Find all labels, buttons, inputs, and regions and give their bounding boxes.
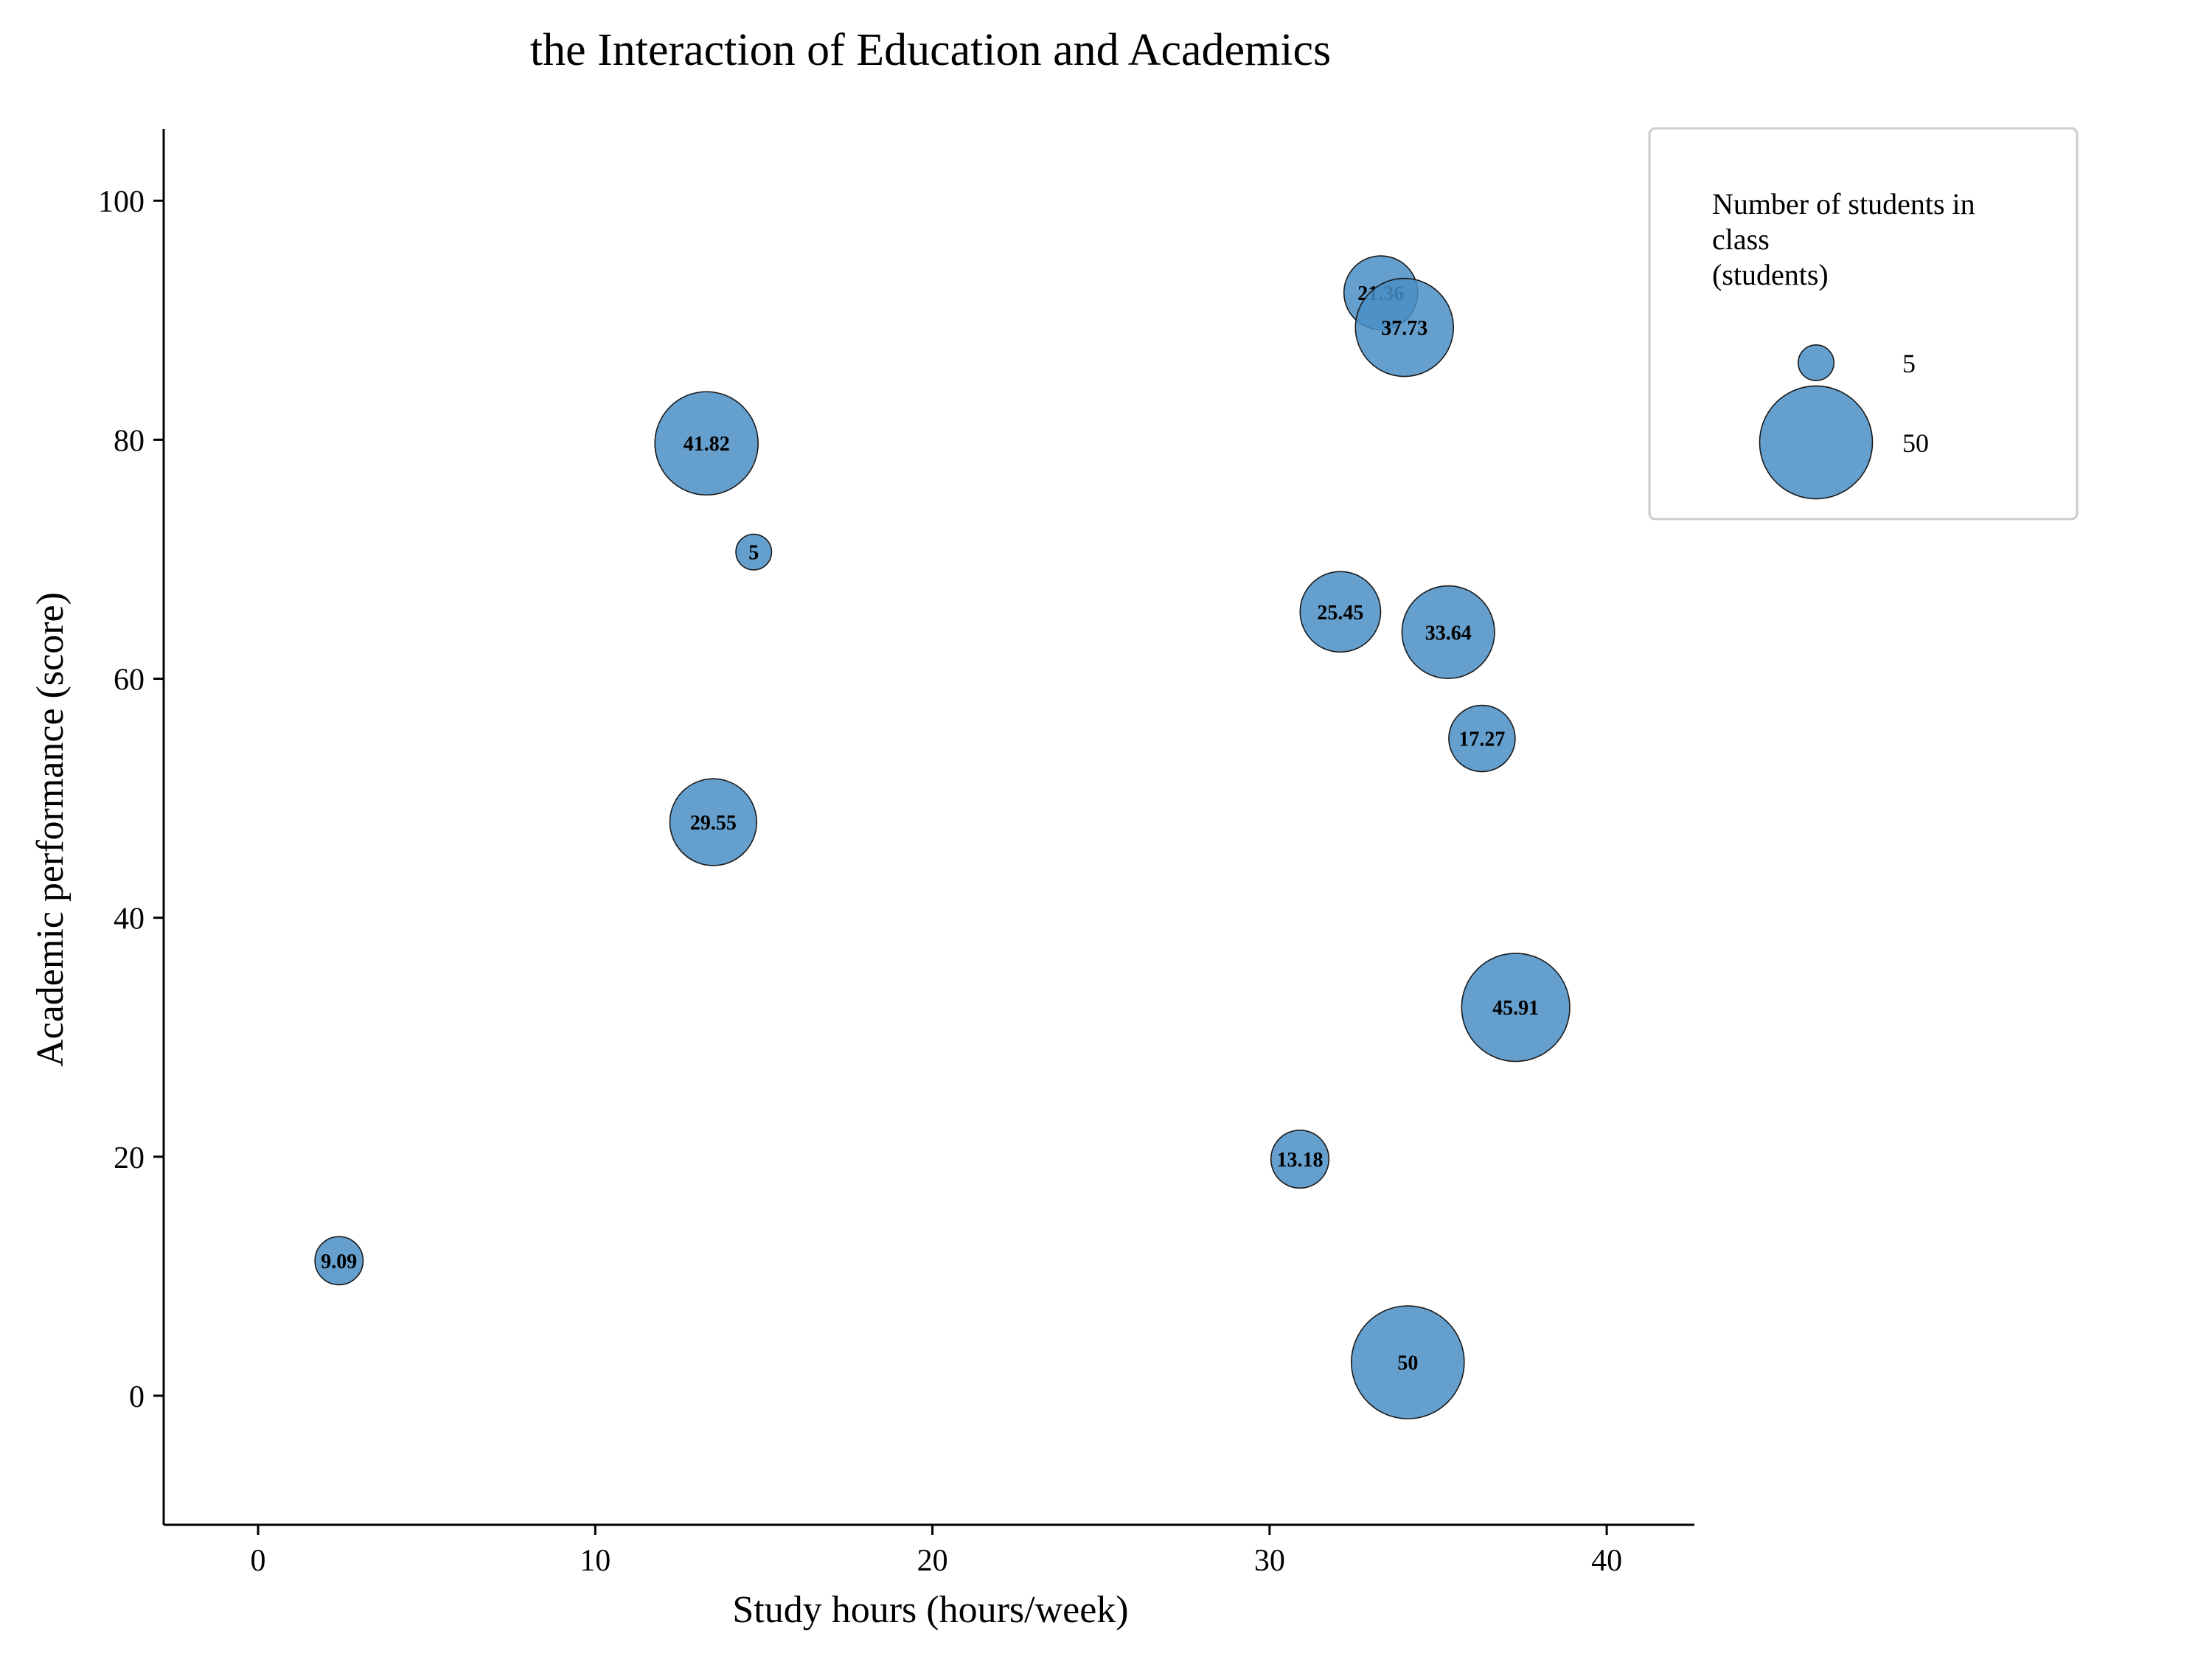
y-tick-label: 20: [114, 1141, 145, 1175]
bubble-point: 41.82: [654, 391, 759, 496]
y-tick-label: 100: [98, 185, 145, 219]
bubble-label: 41.82: [684, 433, 730, 456]
x-tick-label: 0: [251, 1544, 266, 1578]
legend-title: class: [1712, 223, 1770, 256]
x-tick-label: 40: [1591, 1544, 1622, 1578]
bubble-label: 25.45: [1317, 602, 1363, 625]
bubble-marker: [1270, 1129, 1330, 1189]
y-tick-label: 0: [129, 1380, 145, 1414]
bubble-label: 45.91: [1492, 997, 1539, 1020]
bubble-point: 17.27: [1448, 704, 1516, 773]
x-tick-label: 20: [917, 1544, 948, 1578]
y-tick-label: 60: [114, 664, 145, 698]
bubble-marker: [654, 391, 759, 496]
legend-box: [1648, 127, 2079, 521]
bubble-label: 5: [748, 542, 759, 565]
bubble-marker: [669, 778, 757, 866]
legend-marker: [1797, 344, 1835, 382]
legend-title: (students): [1712, 258, 1829, 291]
bubble-point: 13.18: [1270, 1129, 1330, 1189]
bubble-point: 37.73: [1354, 277, 1455, 378]
bubble-marker: [1354, 277, 1455, 378]
x-tick-label: 10: [580, 1544, 611, 1578]
y-axis-label: Academic performance (score): [29, 592, 72, 1067]
bubbles: 21.3637.7341.82525.4533.6417.2729.5545.9…: [314, 255, 1571, 1419]
bubble-marker: [1299, 571, 1382, 653]
bubble-label: 13.18: [1276, 1149, 1323, 1172]
bubble-point: 9.09: [314, 1236, 364, 1286]
bubble-label: 37.73: [1381, 317, 1427, 340]
bubble-label: 33.64: [1425, 622, 1472, 644]
bubble-point: 50: [1350, 1305, 1465, 1419]
bubble-point: 33.64: [1401, 585, 1495, 679]
bubble-marker: [1350, 1305, 1465, 1419]
bubble-marker: [1401, 585, 1495, 679]
bubble-point: 25.45: [1299, 571, 1382, 653]
y-tick-label: 80: [114, 424, 145, 458]
bubble-label: 50: [1397, 1352, 1418, 1375]
legend-title: Number of students in: [1712, 187, 1975, 220]
legend-label: 5: [1902, 349, 1916, 378]
y-tick-label: 40: [114, 902, 145, 936]
bubble-label: 29.55: [690, 812, 737, 835]
x-tick-label: 30: [1254, 1544, 1285, 1578]
bubble-marker: [1461, 953, 1571, 1062]
bubble-point: 5: [735, 533, 773, 571]
axes: 0 10 20 30 40 0 20 40 60 80 100: [98, 129, 1694, 1578]
bubble-label: 17.27: [1458, 728, 1505, 751]
bubble-label: 9.09: [321, 1251, 357, 1273]
x-axis-label: Study hours (hours/week): [732, 1589, 1128, 1631]
bubble-point: 45.91: [1461, 953, 1571, 1062]
bubble-marker: [314, 1236, 364, 1286]
chart-title: the Interaction of Education and Academi…: [530, 25, 1331, 75]
legend-label: 50: [1902, 428, 1929, 458]
bubble-marker: [1448, 704, 1516, 773]
legend-marker: [1759, 385, 1874, 500]
bubble-point: 29.55: [669, 778, 757, 866]
bubble-marker: [735, 533, 773, 571]
